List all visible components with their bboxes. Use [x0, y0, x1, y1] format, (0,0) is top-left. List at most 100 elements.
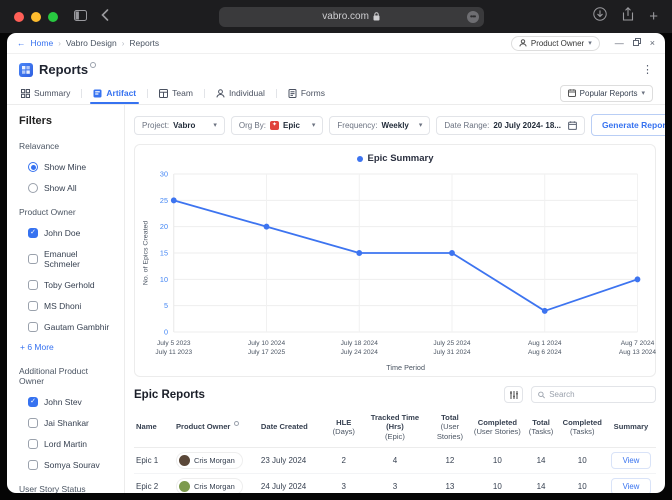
- tab-label: Artifact: [106, 88, 137, 98]
- checkbox[interactable]: [28, 418, 38, 428]
- checkbox[interactable]: ✓: [28, 228, 38, 238]
- column-header-total: Total (User Stories): [428, 409, 472, 449]
- browser-chrome: vabro.com ••• +: [0, 0, 672, 33]
- filter-option-label: Toby Gerhold: [44, 280, 95, 290]
- traffic-lights: [14, 11, 58, 22]
- popular-reports-dropdown[interactable]: Popular Reports ▾: [559, 84, 653, 102]
- breadcrumb-project[interactable]: Vabro Design: [65, 38, 117, 48]
- org-by-select[interactable]: Org By: ✦ Epic ▾: [230, 115, 324, 135]
- filter-option-emanuel-schmeler[interactable]: Emanuel Schmeler: [19, 249, 114, 269]
- column-header-date-created: Date Created: [258, 409, 327, 449]
- view-button[interactable]: View: [610, 478, 652, 493]
- table-search[interactable]: [531, 386, 656, 403]
- owner-pill[interactable]: Cris Morgan: [175, 452, 243, 470]
- checkbox[interactable]: [28, 280, 38, 290]
- filter-option-john-stev[interactable]: ✓ John Stev: [19, 397, 114, 407]
- owner-pill[interactable]: Cris Morgan: [175, 478, 243, 493]
- tab-individual[interactable]: Individual: [205, 82, 276, 104]
- checkbox[interactable]: [28, 301, 38, 311]
- total_us-cell[interactable]: 12: [428, 447, 472, 475]
- filter-option-label: Show All: [44, 183, 77, 193]
- checkbox[interactable]: [28, 254, 38, 264]
- filter-option-show-all[interactable]: Show All: [19, 183, 114, 193]
- summary-cell: View: [605, 447, 656, 475]
- filters-sidebar: Filters Relavance Show Mine Show All Produc…: [7, 105, 125, 493]
- checkbox[interactable]: [28, 460, 38, 470]
- completed_tasks-cell[interactable]: 10: [558, 473, 606, 493]
- back-button-icon[interactable]: [101, 8, 109, 26]
- completed_us-cell[interactable]: 10: [471, 447, 524, 475]
- info-icon[interactable]: [90, 61, 97, 68]
- column-header-hle: HLE (Days): [326, 409, 362, 449]
- restore-window-icon[interactable]: [632, 38, 641, 48]
- minimize-traffic-light[interactable]: [31, 11, 41, 22]
- view-button[interactable]: View: [610, 452, 652, 470]
- filter-option-ms-dhoni[interactable]: MS Dhoni: [19, 301, 114, 311]
- tab-artifact[interactable]: Artifact: [82, 82, 147, 104]
- date-range-picker[interactable]: Date Range: 20 July 2024- 18...: [436, 115, 585, 135]
- frequency-value: Weekly: [381, 120, 409, 130]
- filter-option-show-mine[interactable]: Show Mine: [19, 162, 114, 172]
- filter-option-john-doe[interactable]: ✓ John Doe: [19, 228, 114, 238]
- zoom-traffic-light[interactable]: [48, 11, 58, 22]
- svg-text:0: 0: [164, 327, 168, 336]
- filter-group-label: Relavance: [19, 141, 60, 151]
- epic-summary-chart[interactable]: 0 5 10 15 20 25 30 July 5 2023 July 11 2023 July …: [139, 166, 657, 374]
- address-options-icon[interactable]: •••: [466, 10, 479, 23]
- epic-reports-title: Epic Reports: [134, 388, 205, 401]
- column-header-name: Name: [134, 409, 174, 449]
- tab-summary[interactable]: Summary: [19, 82, 81, 104]
- column-settings-button[interactable]: [504, 386, 523, 403]
- completed_tasks-cell[interactable]: 10: [558, 447, 606, 475]
- tab-separator: [275, 88, 277, 98]
- filter-option-lord-martin[interactable]: Lord Martin: [19, 439, 114, 449]
- back-arrow-icon[interactable]: ←: [17, 38, 26, 48]
- radio-button[interactable]: [28, 162, 38, 172]
- reports-icon: [19, 62, 33, 77]
- checkbox[interactable]: [28, 439, 38, 449]
- tab-forms[interactable]: Forms: [277, 82, 336, 104]
- svg-text:Aug 1 2024: Aug 1 2024: [528, 340, 562, 347]
- tab-team[interactable]: Team: [148, 82, 204, 104]
- forms-icon: [288, 88, 297, 98]
- app-window: ← Home › Vabro Design › Reports Product …: [7, 33, 665, 493]
- radio-button[interactable]: [28, 183, 38, 193]
- new-tab-icon[interactable]: +: [649, 8, 658, 25]
- breadcrumb-home[interactable]: Home: [30, 38, 54, 48]
- minimize-window-icon[interactable]: —: [614, 38, 624, 48]
- checkbox[interactable]: [28, 322, 38, 332]
- total_us-cell[interactable]: 13: [428, 473, 472, 493]
- sidebar-toggle-icon[interactable]: [74, 8, 87, 26]
- report-toolbar: Project: Vabro ▾ Org By: ✦ Epic ▾ Freque…: [134, 114, 665, 136]
- svg-text:Time Period: Time Period: [386, 363, 425, 372]
- person-icon: [216, 88, 225, 98]
- date-range-value: 20 July 2024- 18...: [493, 120, 561, 130]
- project-select[interactable]: Project: Vabro ▾: [134, 115, 225, 135]
- downloads-icon[interactable]: [593, 7, 607, 26]
- show-more-link[interactable]: + 6 More: [20, 342, 54, 352]
- info-icon[interactable]: [233, 421, 239, 427]
- filter-option-gautam-gambhir[interactable]: Gautam Gambhir: [19, 322, 114, 332]
- address-bar[interactable]: vabro.com •••: [218, 6, 484, 27]
- checkbox[interactable]: ✓: [28, 397, 38, 407]
- total_tasks-cell[interactable]: 14: [523, 473, 559, 493]
- close-traffic-light[interactable]: [14, 11, 24, 22]
- share-icon[interactable]: [622, 7, 634, 26]
- generate-report-button[interactable]: Generate Report: [590, 114, 665, 136]
- close-window-icon[interactable]: ×: [649, 38, 655, 48]
- tab-label: Individual: [228, 88, 265, 98]
- total_tasks-cell[interactable]: 14: [523, 447, 559, 475]
- svg-text:July 10 2024: July 10 2024: [248, 340, 285, 347]
- filter-option-jai-shankar[interactable]: Jai Shankar: [19, 418, 114, 428]
- frequency-select[interactable]: Frequency: Weekly ▾: [329, 115, 431, 135]
- column-header-summary: Summary: [605, 409, 656, 449]
- search-input[interactable]: [549, 390, 649, 399]
- kebab-menu-icon[interactable]: ⋮: [642, 64, 653, 76]
- svg-text:30: 30: [160, 169, 168, 178]
- role-selector[interactable]: Product Owner ▾: [510, 35, 600, 51]
- filter-option-somya-sourav[interactable]: Somya Sourav: [19, 460, 114, 470]
- completed_us-cell[interactable]: 10: [471, 473, 524, 493]
- filter-group-label: Product Owner: [19, 207, 76, 217]
- filter-option-toby-gerhold[interactable]: Toby Gerhold: [19, 280, 114, 290]
- lock-icon: [373, 12, 380, 21]
